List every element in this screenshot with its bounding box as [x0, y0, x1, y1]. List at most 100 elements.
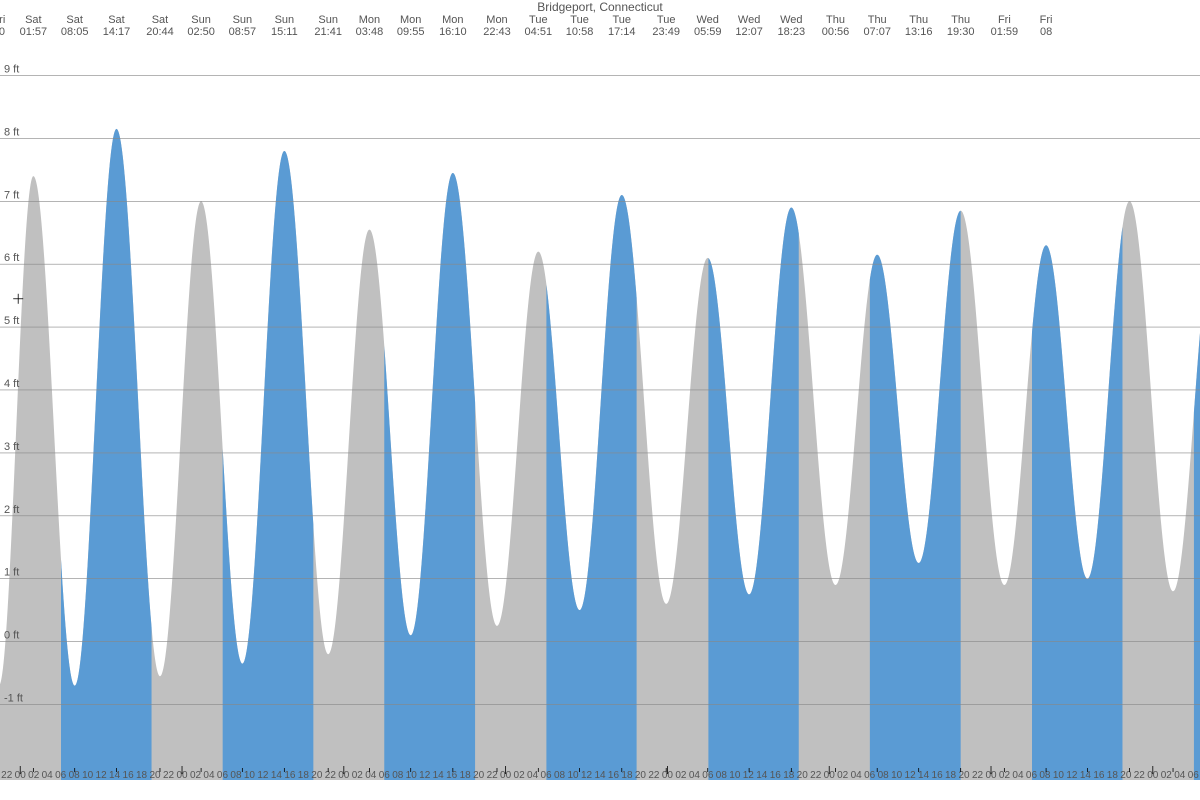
tide-label: Tue23:49 [652, 14, 680, 38]
svg-text:08: 08 [1039, 770, 1051, 780]
svg-text:06: 06 [379, 770, 391, 780]
svg-text:20: 20 [473, 770, 485, 780]
tide-label: Tue04:51 [525, 14, 553, 38]
svg-text:06: 06 [1026, 770, 1038, 780]
svg-text:12: 12 [743, 770, 755, 780]
tide-label: Fri50 [0, 14, 5, 38]
svg-text:08: 08 [392, 770, 404, 780]
svg-text:14: 14 [918, 770, 930, 780]
svg-text:16: 16 [770, 770, 782, 780]
svg-text:02: 02 [514, 770, 526, 780]
svg-text:18: 18 [783, 770, 795, 780]
svg-text:5 ft: 5 ft [4, 315, 19, 327]
tide-label: Mon09:55 [397, 14, 425, 38]
tide-label: Mon22:43 [483, 14, 511, 38]
svg-text:06: 06 [55, 770, 67, 780]
tide-label: Sat01:57 [20, 14, 48, 38]
tide-label: Sat08:05 [61, 14, 89, 38]
svg-text:18: 18 [460, 770, 472, 780]
svg-text:20: 20 [149, 770, 161, 780]
svg-text:0 ft: 0 ft [4, 630, 19, 642]
tide-label: Thu19:30 [947, 14, 975, 38]
svg-text:02: 02 [190, 770, 202, 780]
chart-title: Bridgeport, Connecticut [0, 0, 1200, 14]
top-tick-labels: Fri50Sat01:57Sat08:05Sat14:17Sat20:44Sun… [0, 14, 1200, 42]
svg-text:20: 20 [797, 770, 809, 780]
svg-text:10: 10 [1053, 770, 1065, 780]
svg-text:16: 16 [284, 770, 296, 780]
svg-text:14: 14 [271, 770, 283, 780]
svg-text:14: 14 [756, 770, 768, 780]
svg-text:02: 02 [837, 770, 849, 780]
svg-text:14: 14 [1080, 770, 1092, 780]
svg-text:16: 16 [932, 770, 944, 780]
svg-text:7 ft: 7 ft [4, 189, 19, 201]
svg-text:2 ft: 2 ft [4, 504, 19, 516]
svg-text:1 ft: 1 ft [4, 567, 19, 579]
tide-label: Sat14:17 [103, 14, 131, 38]
svg-text:10: 10 [82, 770, 94, 780]
svg-text:22: 22 [648, 770, 660, 780]
svg-text:04: 04 [42, 770, 54, 780]
svg-text:20: 20 [311, 770, 323, 780]
svg-text:16: 16 [123, 770, 135, 780]
plot-area: -1 ft0 ft1 ft2 ft3 ft4 ft5 ft6 ft7 ft8 f… [0, 44, 1200, 780]
svg-text:10: 10 [567, 770, 579, 780]
tide-label: Mon16:10 [439, 14, 467, 38]
svg-text:10: 10 [406, 770, 418, 780]
tide-label: Thu13:16 [905, 14, 933, 38]
svg-text:06: 06 [864, 770, 876, 780]
svg-text:20: 20 [1120, 770, 1132, 780]
svg-text:02: 02 [1161, 770, 1173, 780]
tide-label: Sun08:57 [229, 14, 257, 38]
svg-text:18: 18 [1107, 770, 1119, 780]
svg-text:22: 22 [972, 770, 984, 780]
svg-text:14: 14 [109, 770, 121, 780]
tide-label: Sun15:11 [271, 14, 298, 38]
svg-text:16: 16 [608, 770, 620, 780]
svg-text:12: 12 [1066, 770, 1078, 780]
svg-text:22: 22 [810, 770, 822, 780]
svg-text:06: 06 [217, 770, 229, 780]
tide-label: Tue17:14 [608, 14, 636, 38]
svg-text:22: 22 [1134, 770, 1146, 780]
svg-text:14: 14 [594, 770, 606, 780]
svg-text:12: 12 [96, 770, 108, 780]
svg-text:04: 04 [365, 770, 377, 780]
svg-text:22: 22 [325, 770, 337, 780]
svg-text:-1 ft: -1 ft [4, 693, 23, 705]
svg-text:06: 06 [1188, 770, 1200, 780]
svg-text:20: 20 [958, 770, 970, 780]
tide-label: Tue10:58 [566, 14, 594, 38]
svg-text:04: 04 [1174, 770, 1186, 780]
tide-chart: Bridgeport, Connecticut Fri50 Sat01:57 Sat… [0, 0, 1200, 800]
tide-label: Fri01:59 [991, 14, 1019, 38]
svg-text:04: 04 [203, 770, 215, 780]
plot-svg: -1 ft0 ft1 ft2 ft3 ft4 ft5 ft6 ft7 ft8 f… [0, 44, 1200, 780]
tide-label: Sun02:50 [187, 14, 215, 38]
svg-text:08: 08 [230, 770, 242, 780]
tide-label: Sun21:41 [314, 14, 342, 38]
svg-text:10: 10 [244, 770, 256, 780]
svg-text:12: 12 [581, 770, 593, 780]
tide-label: Mon03:48 [356, 14, 384, 38]
svg-text:8 ft: 8 ft [4, 126, 19, 138]
tide-label: Thu00:56 [822, 14, 850, 38]
svg-text:02: 02 [352, 770, 364, 780]
tide-label: Thu07:07 [863, 14, 891, 38]
svg-text:22: 22 [487, 770, 499, 780]
svg-text:22: 22 [163, 770, 175, 780]
svg-text:08: 08 [716, 770, 728, 780]
tide-label: Wed18:23 [778, 14, 806, 38]
svg-text:12: 12 [257, 770, 269, 780]
svg-text:06: 06 [541, 770, 553, 780]
svg-text:12: 12 [905, 770, 917, 780]
svg-text:04: 04 [1012, 770, 1024, 780]
svg-text:16: 16 [1093, 770, 1105, 780]
svg-text:9 ft: 9 ft [4, 63, 19, 75]
svg-text:02: 02 [675, 770, 687, 780]
svg-text:08: 08 [554, 770, 566, 780]
svg-text:04: 04 [689, 770, 701, 780]
svg-text:18: 18 [945, 770, 957, 780]
svg-text:04: 04 [527, 770, 539, 780]
